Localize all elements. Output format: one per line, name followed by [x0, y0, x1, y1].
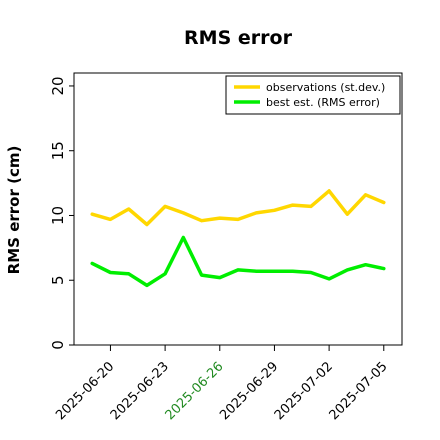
y-axis-label: RMS error (cm)	[5, 146, 23, 275]
y-axis-ticks: 0 5 10 15 20	[49, 76, 74, 350]
y-tick-label: 15	[49, 141, 67, 160]
y-tick-label: 20	[49, 76, 67, 95]
y-tick-label: 10	[49, 206, 67, 225]
x-axis-ticks: 2025-06-202025-06-232025-06-262025-06-29…	[53, 345, 391, 423]
legend: observations (st.dev.) best est. (RMS err…	[225, 75, 401, 115]
chart-title: RMS error	[184, 27, 293, 49]
legend-box	[225, 75, 401, 115]
series-layer	[90, 189, 386, 288]
y-tick-label: 0	[49, 340, 67, 350]
series-line-best-estimate	[90, 235, 386, 288]
legend-label: best est. (RMS error)	[266, 96, 380, 109]
series-line-observations	[90, 189, 386, 227]
plot-frame	[73, 72, 403, 346]
legend-label: observations (st.dev.)	[266, 81, 385, 94]
x-tick-label: 2025-07-05	[327, 359, 391, 423]
y-tick-label: 5	[49, 275, 67, 285]
